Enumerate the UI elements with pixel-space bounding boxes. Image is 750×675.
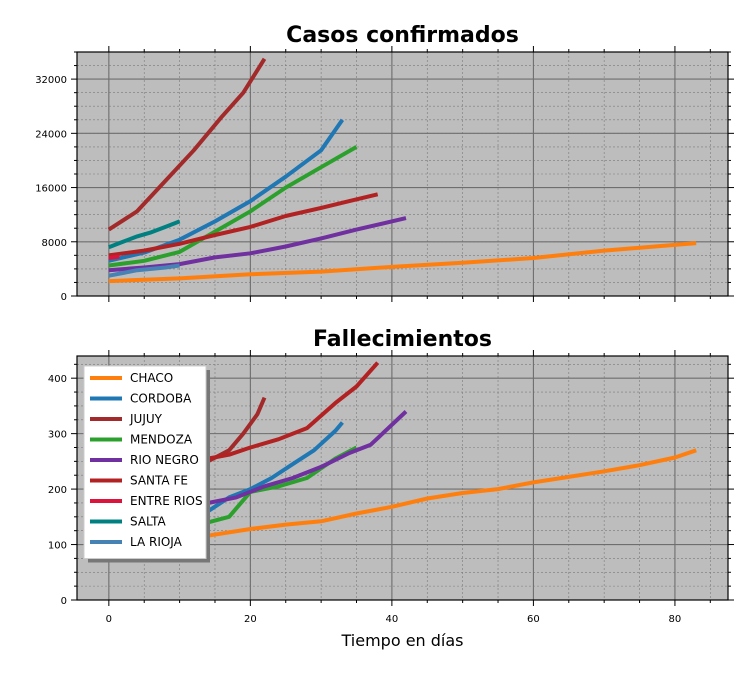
y-tick-label: 32000 [35, 75, 67, 86]
deaths-panel: 0 20 40 60 80 0 100 200 300 400 Fallecimientos Ti… [48, 327, 734, 650]
y-tick-label: 0 [61, 292, 67, 303]
deaths-series [206, 361, 697, 538]
deaths-title: Fallecimientos [313, 327, 492, 352]
series-line-chaco [207, 448, 697, 538]
deaths-ticks: 0 20 40 60 80 0 100 200 300 400 [48, 350, 734, 625]
legend-label: LA RIOJA [130, 535, 183, 549]
deaths-frame [76, 355, 729, 601]
legend-label: JUJUY [129, 412, 163, 426]
legend-label: CORDOBA [130, 392, 192, 406]
series-line-salta [108, 219, 181, 250]
y-tick-label: 0 [61, 596, 67, 607]
x-tick-label: 80 [669, 614, 682, 625]
series-line-rio-negro [108, 216, 407, 273]
series-line-santa-fe [108, 192, 379, 258]
legend-label: SANTA FE [130, 474, 188, 488]
series-line-jujuy [107, 57, 267, 232]
series-line-mendoza [108, 145, 358, 268]
x-tick-label: 40 [386, 614, 399, 625]
y-tick-label: 8000 [42, 238, 67, 249]
x-tick-label: 60 [527, 614, 540, 625]
x-tick-label: 0 [106, 614, 112, 625]
y-tick-label: 24000 [35, 129, 67, 140]
legend-label: SALTA [130, 515, 166, 529]
legend: CHACO CORDOBA JUJUY MENDOZA RIO NEGRO SANTA F… [83, 365, 210, 563]
series-line-cordoba [206, 421, 344, 513]
confirmed-cases-series [107, 57, 697, 284]
series-line-la-rioja [108, 263, 180, 278]
y-tick-label: 16000 [35, 184, 67, 195]
y-tick-label: 100 [48, 541, 67, 552]
series-line-santa-fe [207, 361, 380, 461]
legend-label: RIO NEGRO [130, 453, 199, 467]
confirmed-cases-ticks: 0 8000 16000 24000 32000 [35, 46, 734, 303]
x-tick-label: 20 [244, 614, 257, 625]
series-line-entre-rios [108, 254, 120, 260]
legend-label: CHACO [130, 371, 173, 385]
series-line-chaco [108, 241, 697, 284]
confirmed-cases-panel: 0 8000 16000 24000 32000 Casos confirmados [35, 23, 734, 303]
x-axis-label: Tiempo en días [341, 631, 464, 650]
confirmed-cases-title: Casos confirmados [286, 23, 519, 48]
y-tick-label: 300 [48, 430, 67, 441]
legend-label: MENDOZA [130, 433, 193, 447]
y-tick-label: 400 [48, 374, 67, 385]
legend-label: ENTRE RIOS [130, 494, 203, 508]
series-line-rio-negro [207, 410, 408, 505]
y-tick-label: 200 [48, 485, 67, 496]
